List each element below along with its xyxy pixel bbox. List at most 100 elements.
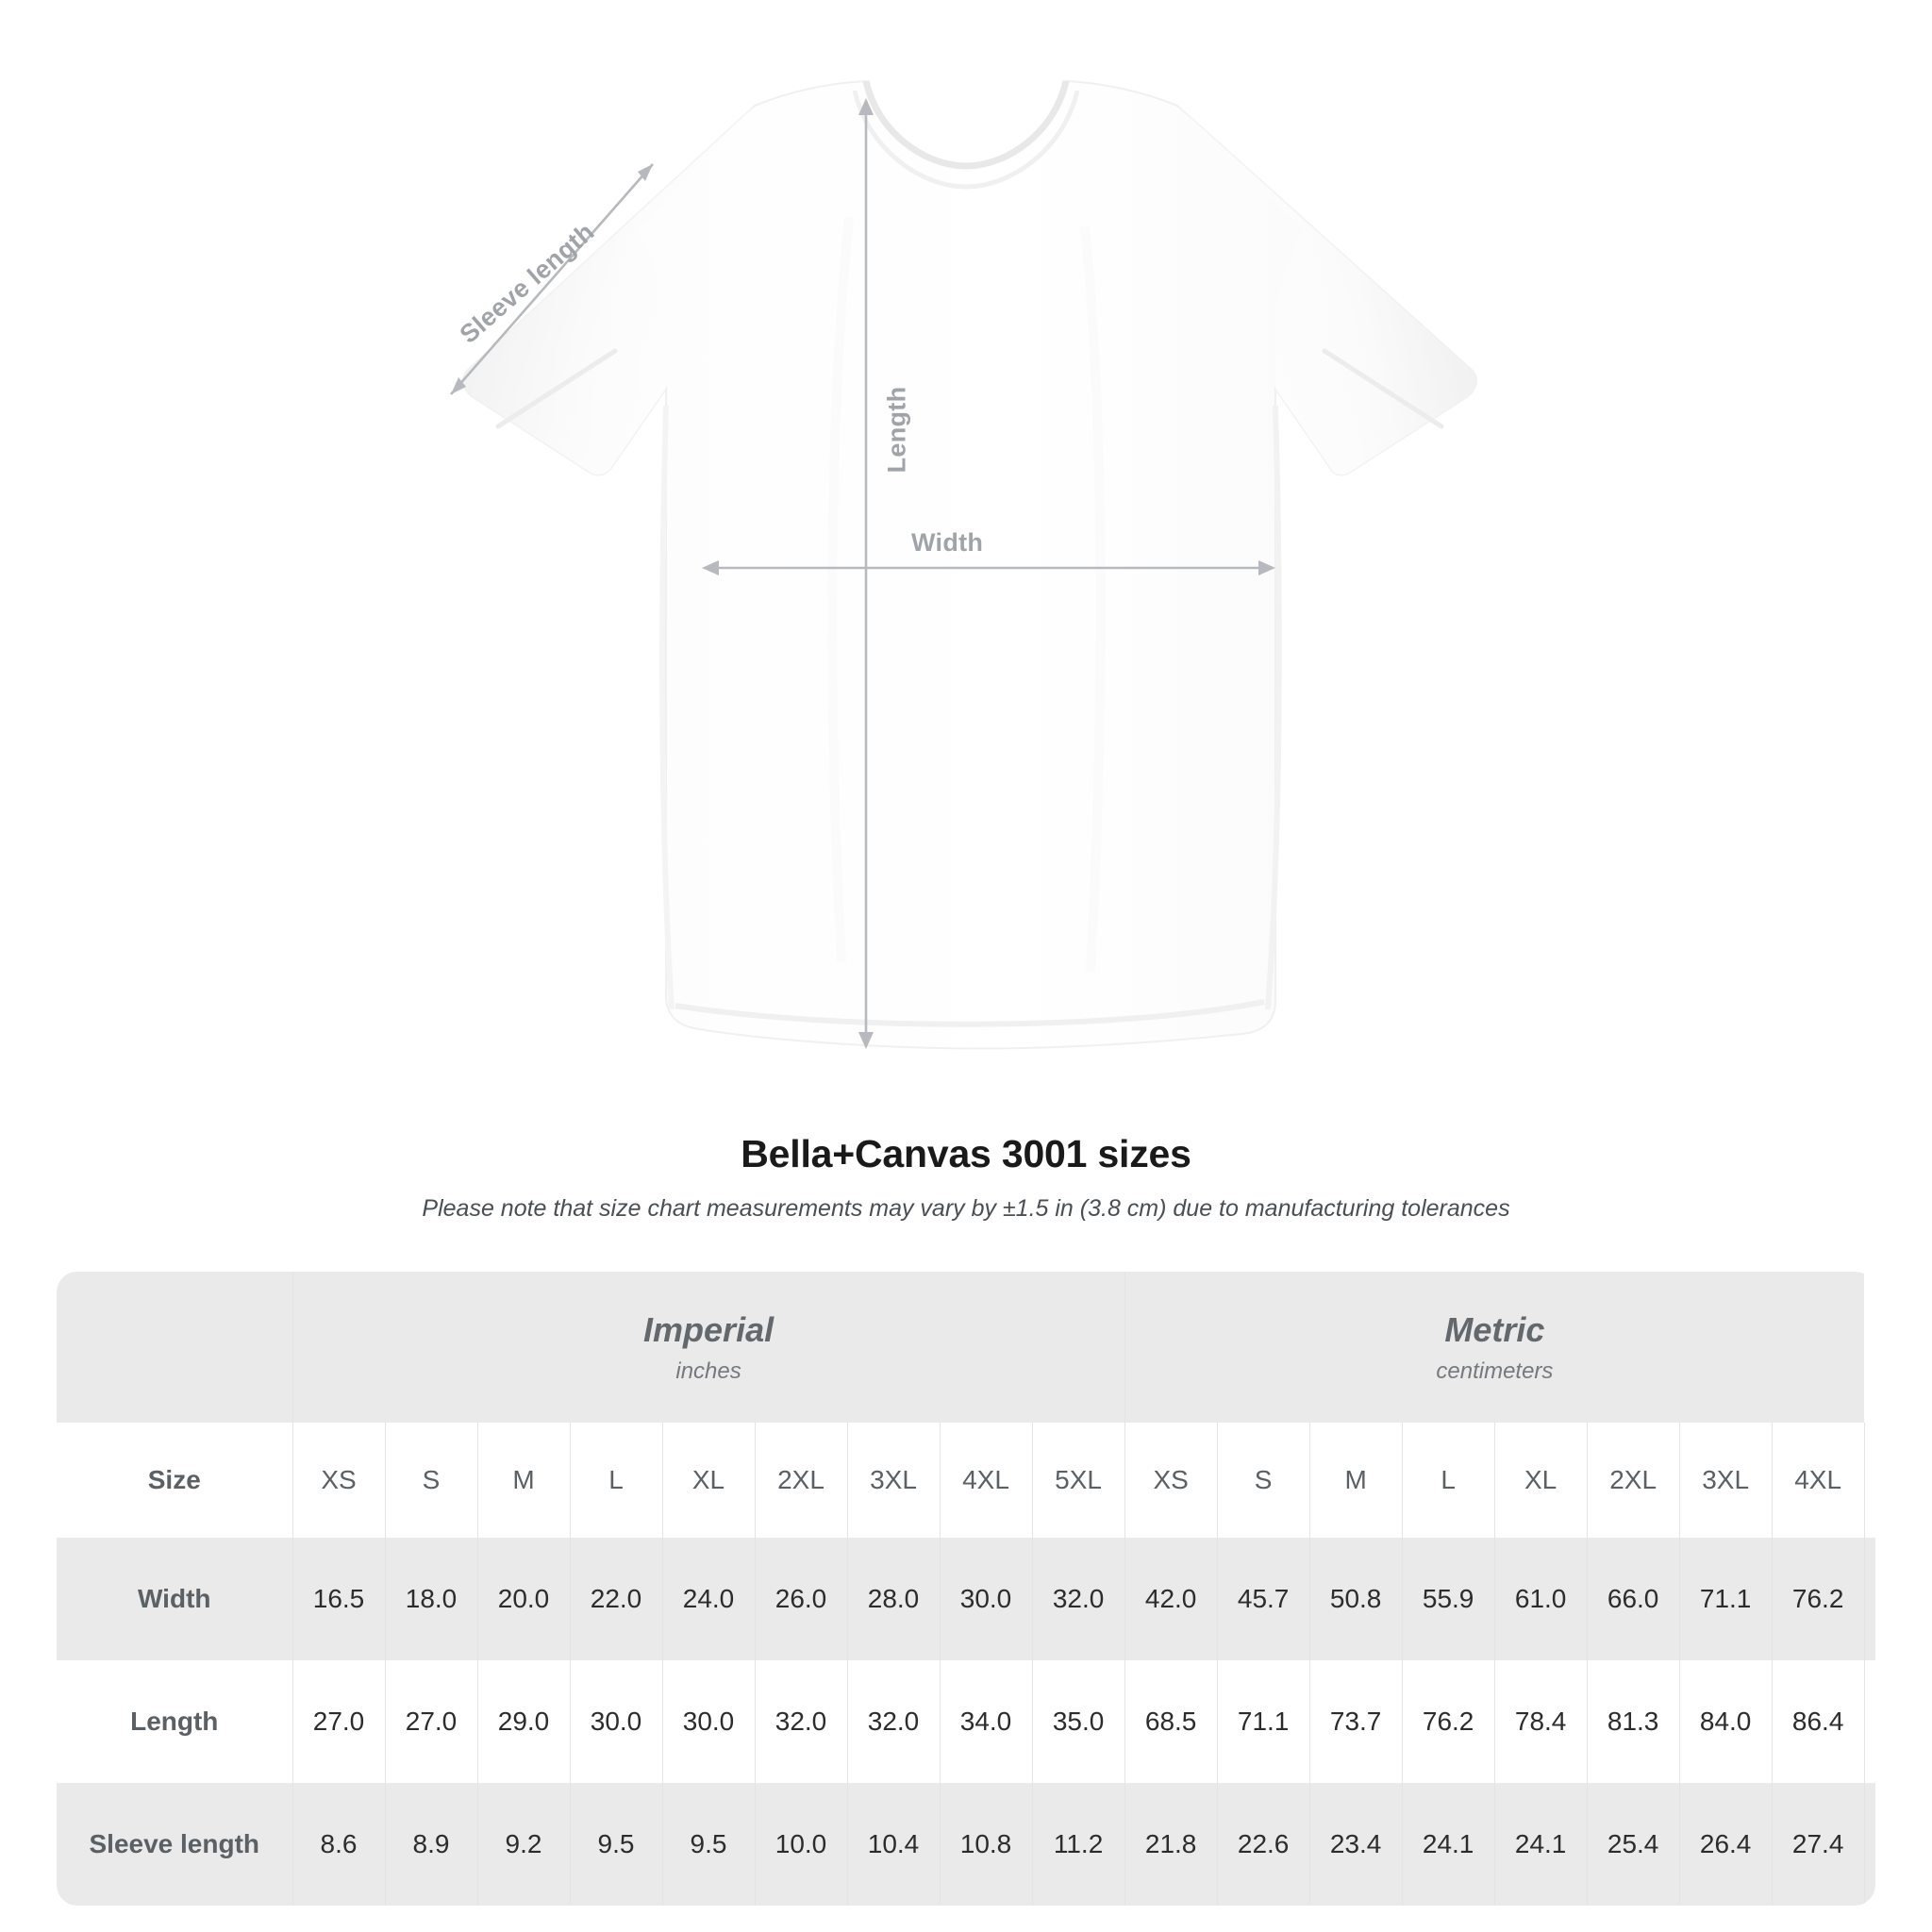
table-cell: 68.5 <box>1124 1660 1218 1783</box>
size-header-cell: S <box>385 1423 478 1538</box>
size-header-cell: M <box>477 1423 571 1538</box>
table-cell: 42.0 <box>1124 1538 1218 1660</box>
table-cell: 22.0 <box>570 1538 663 1660</box>
tshirt-diagram: Sleeve length Length Width <box>450 79 1477 1050</box>
tolerance-note: Please note that size chart measurements… <box>422 1195 1510 1222</box>
size-header-cell: 5XL <box>1032 1423 1125 1538</box>
table-cell: 66.0 <box>1587 1538 1680 1660</box>
length-label: Length <box>882 386 911 474</box>
table-cell: 81.3 <box>1864 1538 1875 1660</box>
size-chart-table: Imperial inches Metric centimeters Size … <box>57 1272 1875 1906</box>
size-header-label: Size <box>57 1423 293 1538</box>
table-cell: 30.0 <box>570 1660 663 1783</box>
table-cell: 86.4 <box>1772 1660 1865 1783</box>
table-cell: 73.7 <box>1309 1660 1403 1783</box>
table-row: Length 27.0 27.0 29.0 30.0 30.0 32.0 32.… <box>57 1660 1875 1783</box>
table-cell: 24.1 <box>1494 1783 1588 1906</box>
size-header-cell: 4XL <box>940 1423 1033 1538</box>
table-cell: 10.0 <box>755 1783 848 1906</box>
table-cell: 32.0 <box>755 1660 848 1783</box>
unit-name-imperial: Imperial <box>643 1309 774 1349</box>
table-cell: 32.0 <box>847 1660 941 1783</box>
unit-group-imperial: Imperial inches <box>292 1272 1125 1423</box>
row-label-length: Length <box>57 1660 293 1783</box>
table-row: Sleeve length 8.6 8.9 9.2 9.5 9.5 10.0 1… <box>57 1783 1875 1906</box>
table-cell: 29.0 <box>477 1660 571 1783</box>
page-title: Bella+Canvas 3001 sizes <box>741 1132 1191 1175</box>
table-cell: 30.0 <box>940 1538 1033 1660</box>
size-header-cell: S <box>1217 1423 1310 1538</box>
table-cell: 28.5 <box>1864 1783 1875 1906</box>
table-cell: 9.2 <box>477 1783 571 1906</box>
table-cell: 18.0 <box>385 1538 478 1660</box>
width-dimension-arrow-icon <box>702 560 1275 575</box>
table-cell: 45.7 <box>1217 1538 1310 1660</box>
table-cell: 26.0 <box>755 1538 848 1660</box>
table-cell: 21.8 <box>1124 1783 1218 1906</box>
table-cell: 50.8 <box>1309 1538 1403 1660</box>
table-cell: 22.6 <box>1217 1783 1310 1906</box>
unit-sub-imperial: inches <box>675 1357 741 1384</box>
table-cell: 71.1 <box>1217 1660 1310 1783</box>
table-cell: 35.0 <box>1032 1660 1125 1783</box>
table-cell: 76.2 <box>1402 1660 1495 1783</box>
table-cell: 81.3 <box>1587 1660 1680 1783</box>
row-label-width: Width <box>57 1538 293 1660</box>
sleeve-dimension-arrow-icon <box>450 163 654 395</box>
table-cell: 71.1 <box>1679 1538 1773 1660</box>
table-cell: 84.0 <box>1679 1660 1773 1783</box>
table-cell: 26.4 <box>1679 1783 1773 1906</box>
unit-group-metric: Metric centimeters <box>1124 1272 1865 1423</box>
size-header-cell: XL <box>1494 1423 1588 1538</box>
table-cell: 61.0 <box>1494 1538 1588 1660</box>
title-block: Bella+Canvas 3001 sizes Please note that… <box>0 1132 1932 1223</box>
size-header-cell: XS <box>1124 1423 1218 1538</box>
table-cell: 30.0 <box>662 1660 756 1783</box>
unit-name-metric: Metric <box>1444 1309 1545 1349</box>
table-cell: 10.4 <box>847 1783 941 1906</box>
table-row: Width 16.5 18.0 20.0 22.0 24.0 26.0 28.0… <box>57 1538 1875 1660</box>
table-cell: 89.0 <box>1864 1660 1875 1783</box>
size-header-cell: 5XL <box>1864 1423 1875 1538</box>
unit-banner-row: Imperial inches Metric centimeters <box>57 1272 1875 1423</box>
table-cell: 23.4 <box>1309 1783 1403 1906</box>
table-cell: 9.5 <box>570 1783 663 1906</box>
table-cell: 10.8 <box>940 1783 1033 1906</box>
table-cell: 32.0 <box>1032 1538 1125 1660</box>
table-cell: 76.2 <box>1772 1538 1865 1660</box>
table-cell: 9.5 <box>662 1783 756 1906</box>
table-cell: 24.1 <box>1402 1783 1495 1906</box>
tshirt-shape <box>462 79 1477 1050</box>
row-label-sleeve-length: Sleeve length <box>57 1783 293 1906</box>
table-cell: 34.0 <box>940 1660 1033 1783</box>
unit-sub-metric: centimeters <box>1436 1357 1554 1384</box>
table-cell: 55.9 <box>1402 1538 1495 1660</box>
table-cell: 25.4 <box>1587 1783 1680 1906</box>
unit-banner-spacer <box>57 1272 293 1423</box>
size-header-cell: 3XL <box>847 1423 941 1538</box>
length-dimension-arrow-icon <box>858 98 874 1049</box>
dimension-arrows <box>450 98 1275 1049</box>
size-header-cell: L <box>570 1423 663 1538</box>
tshirt-icon <box>450 79 1477 1050</box>
size-header-cell: 2XL <box>1587 1423 1680 1538</box>
table-cell: 28.0 <box>847 1538 941 1660</box>
size-header-cell: M <box>1309 1423 1403 1538</box>
table-cell: 24.0 <box>662 1538 756 1660</box>
table-cell: 78.4 <box>1494 1660 1588 1783</box>
size-header-cell: XS <box>292 1423 386 1538</box>
size-header-cell: L <box>1402 1423 1495 1538</box>
table-cell: 27.0 <box>292 1660 386 1783</box>
table-cell: 11.2 <box>1032 1783 1125 1906</box>
table-cell: 27.0 <box>385 1660 478 1783</box>
width-label: Width <box>911 528 984 557</box>
size-header-row: Size XS S M L XL 2XL 3XL 4XL 5XL XS S M … <box>57 1423 1875 1538</box>
table-cell: 8.6 <box>292 1783 386 1906</box>
size-header-cell: 2XL <box>755 1423 848 1538</box>
table-cell: 16.5 <box>292 1538 386 1660</box>
table-cell: 20.0 <box>477 1538 571 1660</box>
size-header-cell: 4XL <box>1772 1423 1865 1538</box>
size-header-cell: XL <box>662 1423 756 1538</box>
table-cell: 8.9 <box>385 1783 478 1906</box>
